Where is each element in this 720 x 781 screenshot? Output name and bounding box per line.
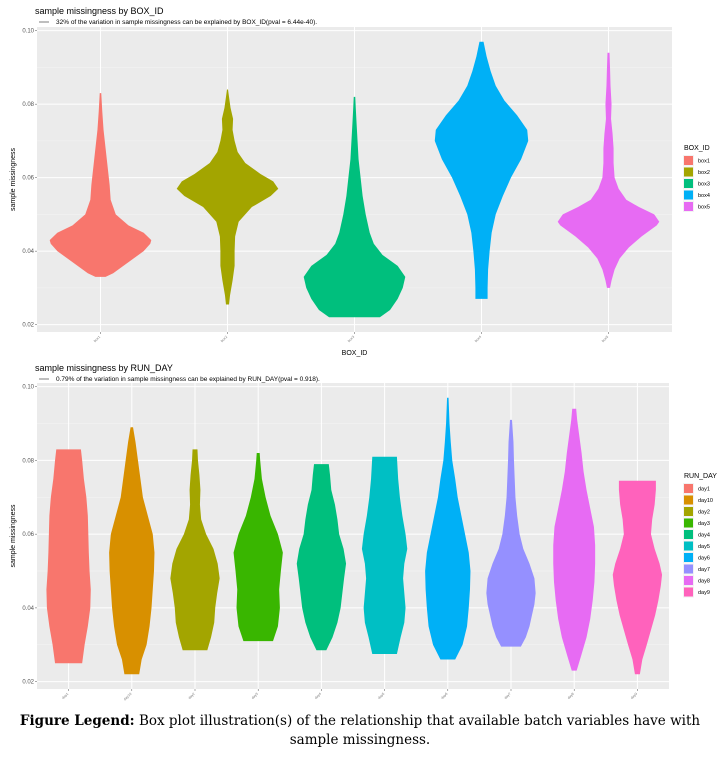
violin-chart-1: sample missingness by BOX_ID 32% of the v…: [10, 6, 710, 357]
x-axis-label: BOX_ID: [342, 350, 368, 357]
legend-key-day5: [684, 541, 693, 551]
legend-label-box1: box1: [698, 159, 710, 165]
legend-key-day9: [684, 587, 693, 597]
legend-key-box5: [684, 202, 693, 211]
violin-box1: [49, 93, 152, 277]
violin-day7: [486, 419, 536, 647]
violin-day3: [233, 453, 283, 642]
legend-key-day4: [684, 530, 693, 539]
legend-label-day9: day9: [698, 590, 710, 596]
violin-chart-2: sample missingness by RUN_DAY 0.79% of th…: [10, 363, 717, 702]
y-axis-label: sample missingness: [10, 147, 17, 211]
violin-day2: [170, 449, 220, 651]
legend-label-day2: day2: [698, 510, 710, 516]
legend-label-box3: box3: [698, 182, 710, 188]
legend-key-day6: [684, 553, 693, 562]
y-tick-label: 0.08: [22, 458, 34, 464]
y-tick-label: 0.06: [22, 176, 34, 182]
legend-key-day10: [684, 495, 693, 505]
legend-label-day8: day8: [698, 579, 710, 585]
legend-label-day1: day1: [698, 487, 710, 493]
legend-title: RUN_DAY: [684, 473, 717, 480]
legend-label-day10: day10: [698, 498, 713, 504]
y-tick-label: 0.06: [22, 532, 34, 538]
chart-title: sample missingness by BOX_ID: [35, 6, 164, 16]
violin-day4: [296, 464, 347, 651]
legend-label-day4: day4: [698, 533, 710, 539]
x-tick-label: box5: [601, 335, 609, 343]
violin-day5: [361, 456, 408, 654]
figure-legend-text: Box plot illustration(s) of the relation…: [138, 713, 701, 748]
violin-charts-figure: sample missingness by BOX_ID 32% of the v…: [10, 6, 717, 702]
legend-key-day8: [684, 576, 693, 585]
legend-label-box5: box5: [698, 205, 710, 211]
violin-box4: [434, 41, 529, 299]
y-tick-label: 0.02: [22, 680, 34, 686]
x-tick-label: day1: [61, 692, 69, 700]
figure-legend: Figure Legend: Box plot illustration(s) …: [0, 712, 720, 750]
x-tick-label: box1: [93, 335, 101, 343]
figure-legend-label: Figure Legend:: [19, 713, 135, 729]
violin-box2: [176, 89, 279, 305]
y-axis-label: sample missingness: [10, 504, 17, 568]
x-tick-label: day2: [188, 692, 196, 700]
y-tick-label: 0.04: [22, 606, 34, 612]
legend-label-box4: box4: [698, 193, 710, 199]
y-tick-label: 0.10: [22, 385, 34, 391]
y-tick-label: 0.10: [22, 29, 34, 35]
violin-day8: [553, 408, 596, 671]
legend-label-day6: day6: [698, 556, 710, 562]
legend: RUN_DAY day1 day10 day2 day3 day4 day5 day6 day7…: [683, 473, 717, 598]
chart-subtitle: 32% of the variation in sample missingne…: [56, 19, 317, 26]
legend-key-day1: [684, 484, 693, 493]
legend-key-day7: [684, 564, 693, 574]
x-tick-label: day3: [251, 692, 259, 700]
x-tick-label: day9: [630, 692, 638, 700]
legend-key-box1: [684, 156, 693, 165]
violin-day10: [109, 427, 155, 675]
legend-title: BOX_ID: [684, 145, 710, 152]
legend-key-day2: [684, 507, 693, 516]
x-tick-label: day7: [504, 692, 512, 700]
violin-day9: [612, 480, 663, 675]
legend-label-day7: day7: [698, 567, 710, 573]
violin-box5: [557, 52, 660, 288]
violin-day6: [425, 397, 471, 660]
legend: BOX_ID box1 box2 box3 box4 box5: [683, 145, 710, 212]
legend-key-box4: [684, 190, 693, 200]
legend-label-day5: day5: [698, 544, 710, 550]
x-tick-label: day4: [314, 692, 322, 700]
violin-box3: [303, 96, 406, 318]
x-tick-label: day8: [567, 692, 575, 700]
legend-key-day3: [684, 518, 693, 528]
legend-key-box2: [684, 167, 693, 177]
x-tick-label: box2: [220, 335, 228, 343]
x-tick-label: day6: [440, 692, 448, 700]
legend-key-box3: [684, 179, 693, 188]
x-tick-label: box3: [347, 335, 355, 343]
x-tick-label: day5: [377, 692, 385, 700]
y-tick-label: 0.04: [22, 249, 34, 255]
legend-label-box2: box2: [698, 170, 710, 176]
violin-day1: [46, 449, 91, 664]
y-tick-label: 0.02: [22, 323, 34, 329]
chart-subtitle: 0.79% of the variation in sample missing…: [56, 376, 320, 383]
y-tick-label: 0.08: [22, 102, 34, 108]
x-tick-label: box4: [474, 335, 482, 343]
x-tick-label: day10: [123, 692, 133, 702]
legend-label-day3: day3: [698, 521, 710, 527]
chart-title: sample missingness by RUN_DAY: [35, 363, 173, 373]
